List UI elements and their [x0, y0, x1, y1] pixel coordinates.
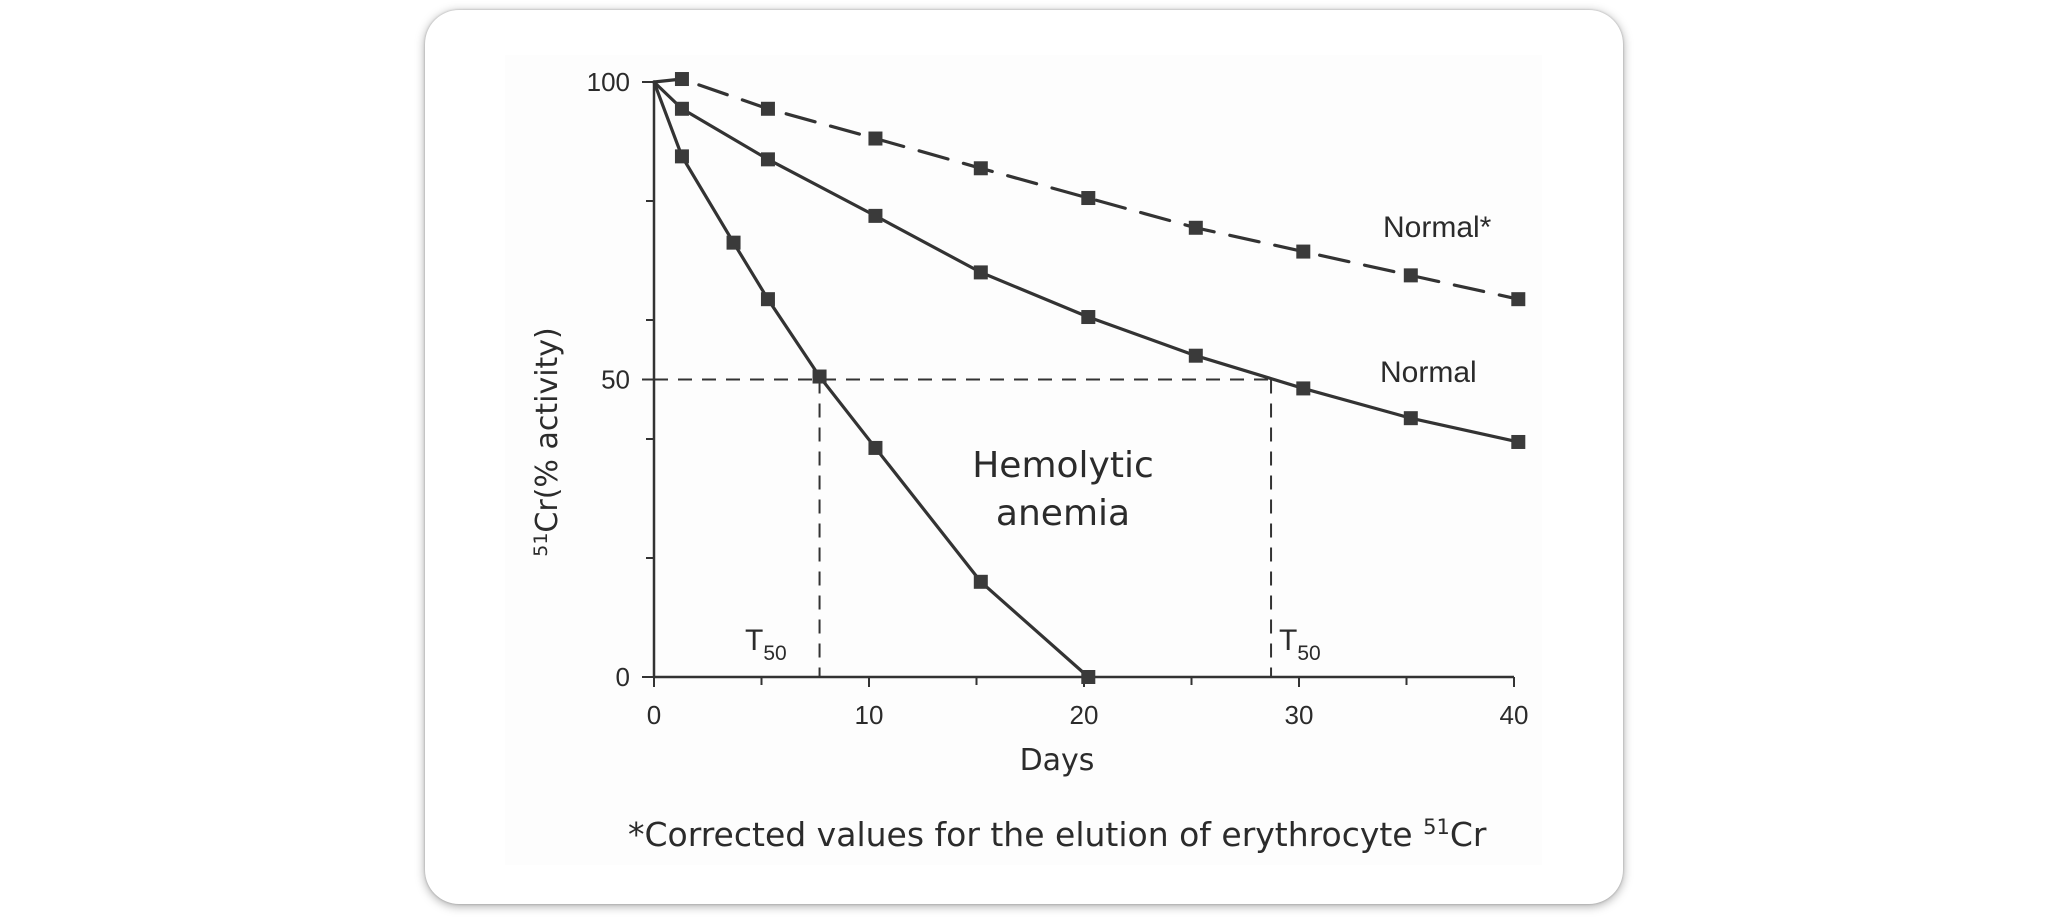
series-line-normal: [652, 80, 1520, 444]
y-axis-label-main: Cr(% activity): [530, 327, 565, 532]
y-tick-label: 100: [587, 67, 630, 97]
data-point-hemolytic-anemia: [973, 574, 988, 589]
data-point-hemolytic-anemia: [674, 149, 689, 164]
footnote-end: Cr: [1450, 815, 1487, 854]
data-point-normal: [973, 265, 988, 280]
y-tick-label: 0: [616, 662, 630, 692]
chart-image-background: [505, 55, 1542, 865]
axes: 0 50 100 0 10 20 30 40: [587, 67, 1529, 730]
series-line-normal: [652, 77, 1520, 301]
y-axis-label-superscript: 51: [530, 533, 552, 557]
t50-subscript: 50: [1297, 642, 1320, 665]
x-tick-label: 20: [1070, 700, 1099, 730]
footnote: *Corrected values for the elution of ery…: [628, 815, 1487, 854]
data-point-normal: [1188, 348, 1203, 363]
footnote-main: *Corrected values for the elution of ery…: [628, 815, 1423, 854]
series-lines: [652, 77, 1520, 679]
data-point-hemolytic-anemia: [1081, 670, 1096, 684]
x-axis-label: Days: [1020, 743, 1095, 778]
series-label-normal-star: Normal*: [1383, 211, 1492, 244]
t50-letter: T: [745, 624, 763, 657]
series-line-hemolytic-anemia: [652, 80, 1090, 679]
t50-label-hemolytic: T50: [745, 624, 787, 665]
data-point-normal: [1081, 191, 1096, 206]
data-point-normal: [674, 72, 689, 87]
data-point-hemolytic-anemia: [726, 235, 741, 250]
svg-text:51Cr(% activity): 51Cr(% activity): [530, 327, 565, 557]
x-tick-label: 30: [1285, 700, 1314, 730]
data-point-normal: [1188, 220, 1203, 235]
series-markers: [674, 72, 1526, 684]
t50-subscript: 50: [763, 642, 786, 665]
x-tick-label: 40: [1500, 700, 1529, 730]
y-axis-label: 51Cr(% activity): [530, 327, 565, 557]
data-point-normal: [1403, 268, 1418, 283]
data-point-hemolytic-anemia: [868, 440, 883, 455]
y-tick-label: 50: [601, 365, 630, 395]
data-point-normal: [868, 208, 883, 223]
data-point-normal: [1511, 292, 1526, 307]
t50-letter: T: [1279, 624, 1297, 657]
data-point-normal: [674, 101, 689, 116]
data-point-normal: [1511, 434, 1526, 449]
data-point-normal: [973, 161, 988, 176]
data-point-hemolytic-anemia: [812, 369, 827, 384]
data-point-normal: [1296, 244, 1311, 259]
data-point-hemolytic-anemia: [760, 292, 775, 307]
data-point-normal: [760, 152, 775, 167]
data-point-normal: [760, 101, 775, 116]
hemolytic-anemia-label-line1: Hemolytic: [972, 445, 1154, 486]
footnote-superscript: 51: [1423, 815, 1450, 839]
data-point-normal: [1296, 381, 1311, 396]
series-label-normal: Normal: [1380, 356, 1477, 389]
t50-label-normal: T50: [1279, 624, 1321, 665]
data-point-normal: [868, 131, 883, 146]
hemolytic-anemia-label-line2: anemia: [996, 493, 1130, 534]
x-tick-label: 0: [647, 700, 661, 730]
data-point-normal: [1403, 411, 1418, 426]
x-tick-label: 10: [855, 700, 884, 730]
data-point-normal: [1081, 310, 1096, 325]
chart-texts: Normal* Normal Hemolytic anemia T50 T50 …: [530, 211, 1492, 854]
t50-guides: [654, 378, 1273, 677]
